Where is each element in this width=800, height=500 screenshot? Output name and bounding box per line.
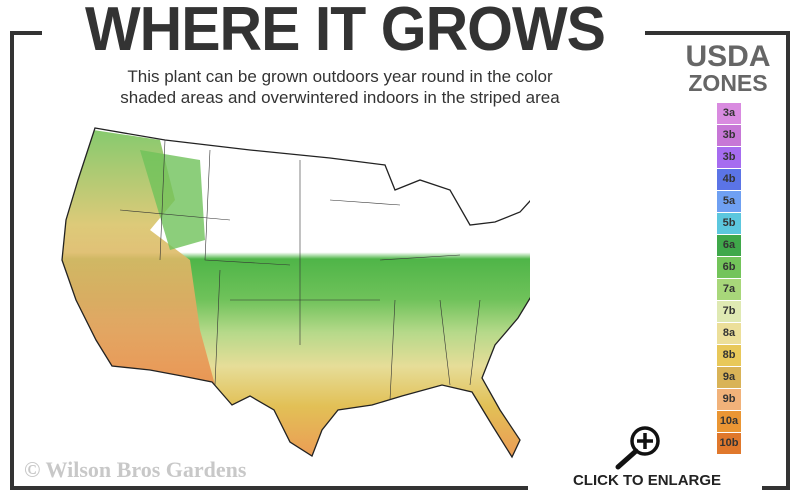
legend-zone-8b: 8b <box>717 345 741 366</box>
legend-zone-7a: 7a <box>717 279 741 300</box>
frame-left <box>10 31 14 490</box>
legend-heading-line: USDA <box>685 40 771 73</box>
legend-zone-5b: 5b <box>717 213 741 234</box>
legend-zone-10b: 10b <box>717 433 741 454</box>
legend-zone-3b: 3b <box>717 125 741 146</box>
zone-legend: 3a 3b 3b 4b 5a 5b 6a 6b 7a 7b 8a 8b 9a 9b 10a 10b <box>717 103 741 455</box>
magnifier-plus-icon[interactable] <box>610 423 666 471</box>
legend-zone-9b: 9b <box>717 389 741 410</box>
legend-zone-3b: 3b <box>717 147 741 168</box>
legend-zone-9a: 9a <box>717 367 741 388</box>
legend-zone-3a: 3a <box>717 103 741 124</box>
subtitle: This plant can be grown outdoors year ro… <box>60 66 620 108</box>
legend-zone-8a: 8a <box>717 323 741 344</box>
copyright-watermark: © Wilson Bros Gardens <box>24 457 247 482</box>
frame-top-right <box>645 31 790 35</box>
frame-bottom-right <box>762 486 790 490</box>
frame-bottom-left <box>10 486 528 490</box>
legend-zone-6a: 6a <box>717 235 741 256</box>
legend-zone-5a: 5a <box>717 191 741 212</box>
state-borders <box>119 139 481 401</box>
legend-heading: USDA ZONES <box>678 40 778 97</box>
legend-heading-line: ZONES <box>688 70 768 96</box>
frame-right <box>786 31 790 490</box>
legend-zone-6b: 6b <box>717 257 741 278</box>
frame-top-left <box>10 31 42 35</box>
zone-fill <box>62 128 530 457</box>
legend-zone-4b: 4b <box>717 169 741 190</box>
usda-zone-map[interactable] <box>50 120 530 465</box>
click-to-enlarge-button[interactable]: CLICK TO ENLARGE <box>572 472 722 489</box>
subtitle-line: shaded areas and overwintered indoors in… <box>120 88 560 107</box>
page-title: WHERE IT GROWS <box>84 0 606 64</box>
legend-zone-7b: 7b <box>717 301 741 322</box>
subtitle-line: This plant can be grown outdoors year ro… <box>127 67 553 86</box>
legend-zone-10a: 10a <box>717 411 741 432</box>
